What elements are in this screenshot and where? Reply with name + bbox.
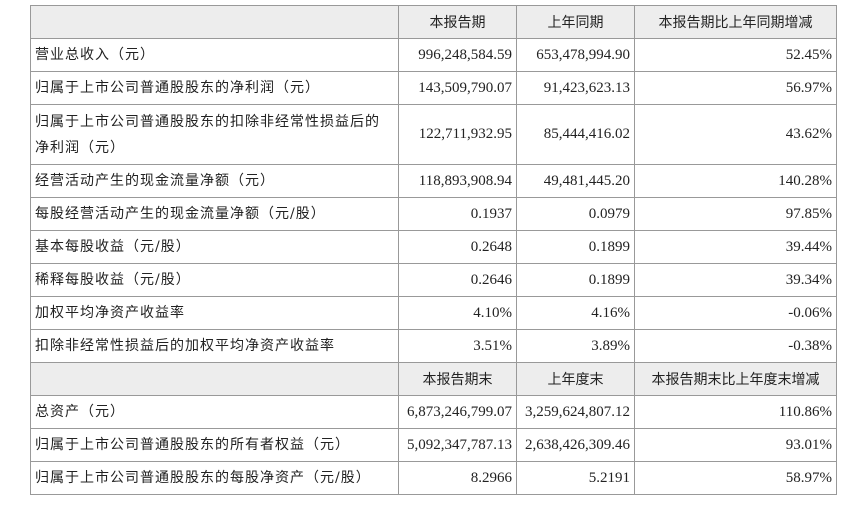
row-label: 扣除非经常性损益后的加权平均净资产收益率 [30, 329, 399, 363]
value-cell: 0.2646 [398, 263, 517, 297]
value-cell: 85,444,416.02 [516, 104, 635, 165]
value-cell: 97.85% [634, 197, 837, 231]
row-label: 归属于上市公司普通股股东的扣除非经常性损益后的净利润（元） [30, 104, 399, 165]
header-cell: 本报告期末比上年度末增减 [634, 362, 837, 396]
value-cell: 5.2191 [516, 461, 635, 495]
value-cell: 39.34% [634, 263, 837, 297]
header-cell: 本报告期比上年同期增减 [634, 5, 837, 39]
row-label: 每股经营活动产生的现金流量净额（元/股） [30, 197, 399, 231]
value-cell: 4.16% [516, 296, 635, 330]
value-cell: 39.44% [634, 230, 837, 264]
value-cell: -0.38% [634, 329, 837, 363]
financial-table: 本报告期 上年同期 本报告期比上年同期增减 营业总收入（元） 996,248,584.5… [30, 5, 837, 495]
value-cell: 996,248,584.59 [398, 38, 517, 72]
value-cell: 0.0979 [516, 197, 635, 231]
value-cell: 43.62% [634, 104, 837, 165]
row-label: 归属于上市公司普通股股东的净利润（元） [30, 71, 399, 105]
value-cell: -0.06% [634, 296, 837, 330]
value-cell: 4.10% [398, 296, 517, 330]
value-cell: 110.86% [634, 395, 837, 429]
value-cell: 91,423,623.13 [516, 71, 635, 105]
header-cell: 本报告期 [398, 5, 517, 39]
value-cell: 6,873,246,799.07 [398, 395, 517, 429]
value-cell: 3,259,624,807.12 [516, 395, 635, 429]
header-cell: 上年同期 [516, 5, 635, 39]
header-cell [30, 5, 399, 39]
value-cell: 122,711,932.95 [398, 104, 517, 165]
header-cell [30, 362, 399, 396]
data-row: 归属于上市公司普通股股东的扣除非经常性损益后的净利润（元） 122,711,932… [30, 104, 837, 165]
value-cell: 0.1937 [398, 197, 517, 231]
value-cell: 2,638,426,309.46 [516, 428, 635, 462]
data-row: 归属于上市公司普通股股东的净利润（元） 143,509,790.07 91,423,… [30, 71, 837, 105]
row-label: 归属于上市公司普通股股东的所有者权益（元） [30, 428, 399, 462]
data-row: 加权平均净资产收益率 4.10% 4.16% -0.06% [30, 296, 837, 330]
value-cell: 143,509,790.07 [398, 71, 517, 105]
row-label: 经营活动产生的现金流量净额（元） [30, 164, 399, 198]
value-cell: 93.01% [634, 428, 837, 462]
data-row: 基本每股收益（元/股） 0.2648 0.1899 39.44% [30, 230, 837, 264]
value-cell: 3.89% [516, 329, 635, 363]
header-row: 本报告期末 上年度末 本报告期末比上年度末增减 [30, 362, 837, 396]
value-cell: 0.2648 [398, 230, 517, 264]
data-row: 归属于上市公司普通股股东的每股净资产（元/股） 8.2966 5.2191 58.97… [30, 461, 837, 495]
header-row: 本报告期 上年同期 本报告期比上年同期增减 [30, 5, 837, 39]
table-body: 本报告期 上年同期 本报告期比上年同期增减 营业总收入（元） 996,248,584.5… [30, 5, 837, 495]
data-row: 稀释每股收益（元/股） 0.2646 0.1899 39.34% [30, 263, 837, 297]
row-label: 总资产（元） [30, 395, 399, 429]
value-cell: 118,893,908.94 [398, 164, 517, 198]
value-cell: 3.51% [398, 329, 517, 363]
header-cell: 上年度末 [516, 362, 635, 396]
value-cell: 0.1899 [516, 263, 635, 297]
value-cell: 56.97% [634, 71, 837, 105]
row-label: 基本每股收益（元/股） [30, 230, 399, 264]
value-cell: 52.45% [634, 38, 837, 72]
value-cell: 653,478,994.90 [516, 38, 635, 72]
data-row: 经营活动产生的现金流量净额（元） 118,893,908.94 49,481,445… [30, 164, 837, 198]
row-label: 归属于上市公司普通股股东的每股净资产（元/股） [30, 461, 399, 495]
header-cell: 本报告期末 [398, 362, 517, 396]
value-cell: 49,481,445.20 [516, 164, 635, 198]
value-cell: 8.2966 [398, 461, 517, 495]
data-row: 每股经营活动产生的现金流量净额（元/股） 0.1937 0.0979 97.85% [30, 197, 837, 231]
data-row: 营业总收入（元） 996,248,584.59 653,478,994.90 52.4… [30, 38, 837, 72]
row-label: 营业总收入（元） [30, 38, 399, 72]
data-row: 总资产（元） 6,873,246,799.07 3,259,624,807.12 11… [30, 395, 837, 429]
data-row: 归属于上市公司普通股股东的所有者权益（元） 5,092,347,787.13 2,6… [30, 428, 837, 462]
row-label: 稀释每股收益（元/股） [30, 263, 399, 297]
value-cell: 58.97% [634, 461, 837, 495]
value-cell: 0.1899 [516, 230, 635, 264]
row-label: 加权平均净资产收益率 [30, 296, 399, 330]
value-cell: 140.28% [634, 164, 837, 198]
value-cell: 5,092,347,787.13 [398, 428, 517, 462]
data-row: 扣除非经常性损益后的加权平均净资产收益率 3.51% 3.89% -0.38% [30, 329, 837, 363]
